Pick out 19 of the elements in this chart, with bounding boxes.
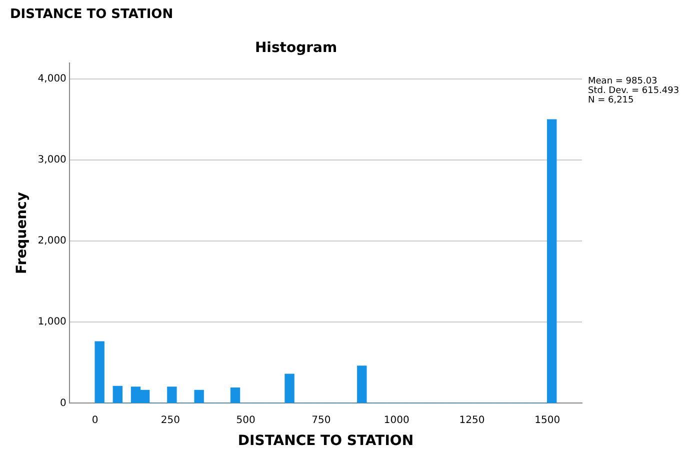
x-axis-title: DISTANCE TO STATION [238,433,414,450]
x-tick-label: 1500 [534,414,560,426]
chart-title: DISTANCE TO STATION [10,7,174,22]
x-tick-label: 500 [236,414,256,426]
text: Mean = 985.03 [588,76,658,87]
x-tick-label: 1250 [459,414,485,426]
x-tick-label: 1000 [384,414,410,426]
x-tick-label: 250 [160,414,180,426]
chart-subtitle: Histogram [254,40,338,56]
y-tick-label: 0 [60,398,66,409]
y-axis-title: Frequency [14,192,30,274]
x-tick-label: 0 [92,414,98,426]
text: Std. Dev. = 615.493 [588,86,680,96]
y-tick-label: 3,000 [38,154,66,166]
text: N = 6,215 [588,96,634,106]
x-tick-label: 750 [312,414,331,426]
y-tick-label: 2,000 [38,236,66,247]
y-tick-label: 4,000 [38,74,66,85]
y-tick-label: 1,000 [38,316,66,328]
